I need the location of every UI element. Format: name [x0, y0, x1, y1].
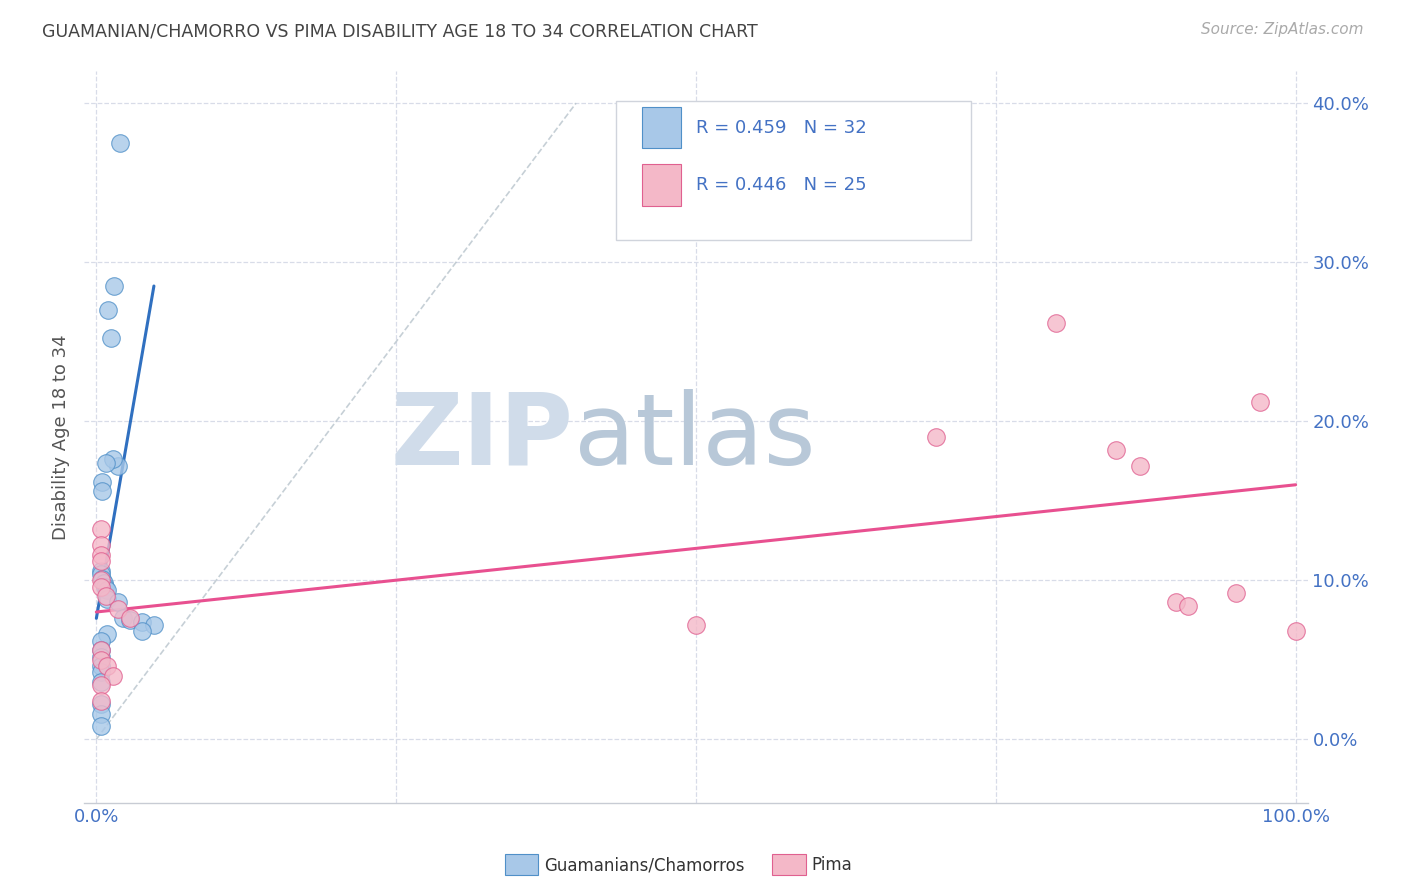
Point — [90, 554, 112, 568]
Point — [90, 522, 112, 536]
Point — [90, 665, 112, 680]
Point — [118, 613, 141, 627]
Point — [91, 475, 114, 489]
Point — [111, 611, 134, 625]
Point — [96, 592, 118, 607]
Point — [90, 538, 112, 552]
Point — [107, 458, 129, 473]
Point — [90, 694, 112, 708]
Point — [90, 566, 112, 581]
Point — [96, 627, 118, 641]
Point — [90, 643, 112, 657]
Point — [118, 611, 141, 625]
Point — [101, 452, 124, 467]
Point — [1284, 624, 1306, 638]
Point — [91, 572, 114, 586]
Point — [100, 331, 122, 345]
Point — [93, 576, 115, 591]
Point — [90, 548, 112, 562]
Point — [131, 624, 153, 638]
Point — [90, 643, 112, 657]
FancyBboxPatch shape — [643, 164, 682, 206]
Point — [107, 595, 129, 609]
Text: GUAMANIAN/CHAMORRO VS PIMA DISABILITY AGE 18 TO 34 CORRELATION CHART: GUAMANIAN/CHAMORRO VS PIMA DISABILITY AG… — [42, 22, 758, 40]
Point — [90, 697, 112, 711]
Text: R = 0.446   N = 25: R = 0.446 N = 25 — [696, 176, 866, 194]
Point — [90, 706, 112, 721]
Point — [90, 678, 112, 692]
Point — [90, 573, 112, 587]
Point — [90, 719, 112, 733]
Point — [96, 659, 118, 673]
Point — [1105, 442, 1128, 457]
Point — [90, 633, 112, 648]
Point — [685, 617, 707, 632]
Point — [110, 136, 132, 150]
Point — [90, 564, 112, 578]
Point — [94, 456, 117, 470]
Y-axis label: Disability Age 18 to 34: Disability Age 18 to 34 — [52, 334, 70, 540]
Point — [94, 589, 117, 603]
Point — [90, 659, 112, 673]
Point — [925, 430, 948, 444]
Text: ZIP: ZIP — [391, 389, 574, 485]
Text: Guamanians/Chamorros: Guamanians/Chamorros — [544, 856, 745, 874]
Point — [131, 615, 153, 629]
Point — [1225, 586, 1247, 600]
Point — [101, 668, 124, 682]
Point — [1177, 599, 1199, 613]
Point — [1249, 395, 1271, 409]
Point — [90, 649, 112, 664]
Point — [142, 617, 165, 632]
FancyBboxPatch shape — [616, 101, 972, 240]
Point — [107, 602, 129, 616]
Text: atlas: atlas — [574, 389, 815, 485]
Point — [96, 582, 118, 597]
Point — [90, 653, 112, 667]
Point — [90, 580, 112, 594]
Point — [1164, 595, 1187, 609]
Point — [1045, 316, 1067, 330]
Point — [90, 675, 112, 690]
Point — [103, 279, 125, 293]
Point — [97, 302, 120, 317]
Point — [93, 580, 115, 594]
Text: R = 0.459   N = 32: R = 0.459 N = 32 — [696, 119, 866, 136]
Text: Source: ZipAtlas.com: Source: ZipAtlas.com — [1201, 22, 1364, 37]
Point — [91, 484, 114, 499]
FancyBboxPatch shape — [643, 107, 682, 148]
Point — [1129, 458, 1152, 473]
Text: Pima: Pima — [811, 856, 852, 874]
